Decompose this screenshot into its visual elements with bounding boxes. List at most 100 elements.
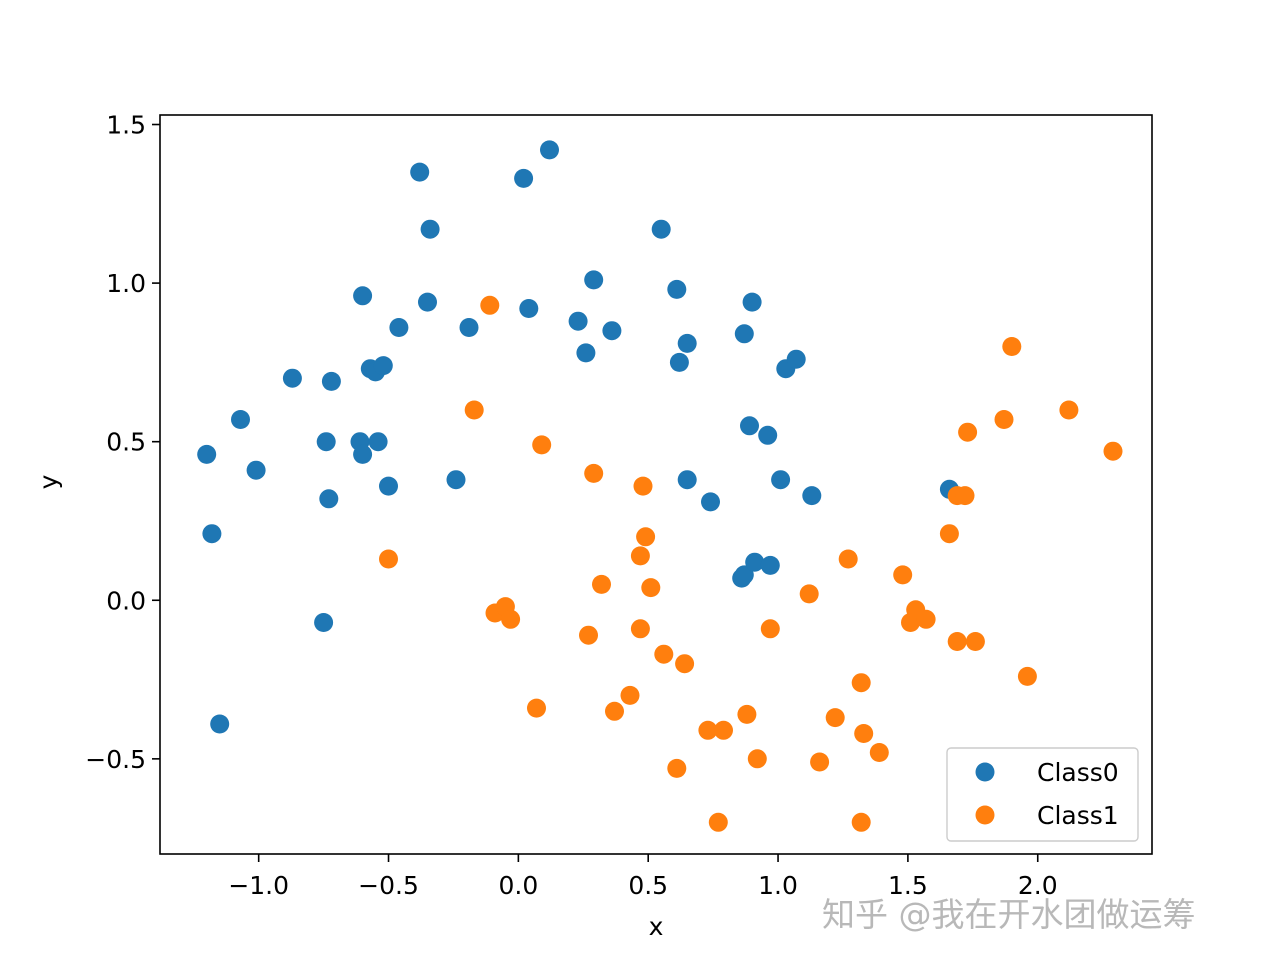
point-class0-33 [669,352,689,372]
point-class1-22 [708,812,728,832]
point-class1-23 [714,720,733,740]
point-class1-16 [636,527,656,547]
point-class0-36 [701,492,720,512]
point-class1-9 [584,463,604,483]
points-layer [197,140,1123,832]
point-class1-20 [675,654,695,674]
point-class1-32 [851,673,871,693]
y-tick-label: 0.5 [106,428,146,457]
legend-label-class0: Class0 [1037,758,1119,787]
y-tick-label: 1.0 [106,269,146,298]
point-class0-4 [246,460,266,480]
point-class1-6 [527,698,546,718]
point-class0-21 [420,219,440,239]
point-class1-29 [825,708,845,728]
point-class0-18 [389,318,409,337]
point-class1-33 [854,724,874,743]
point-class1-2 [480,295,500,315]
point-class1-19 [667,758,687,778]
point-class0-27 [568,311,588,331]
legend-marker-class1 [975,805,995,825]
point-class0-26 [540,140,559,160]
point-class0-9 [321,371,341,391]
point-class1-21 [698,720,718,740]
point-class1-5 [501,609,521,629]
legend-box [946,747,1139,842]
point-class1-10 [592,574,611,594]
ticks-layer: −1.0 −0.5 0.0 0.5 1.0 1.5 2.0 −0.5 0.0 0.5 1.0 1.5 [85,111,1057,900]
point-class1-31 [851,812,871,832]
point-class0-20 [418,292,437,312]
point-class0-41 [742,292,762,312]
point-class1-7 [532,435,552,455]
point-class0-5 [282,368,302,388]
point-class1-13 [630,619,650,639]
point-class0-32 [667,279,687,299]
point-class0-38 [734,565,754,585]
point-class1-18 [654,644,674,664]
x-tick-label: 0.5 [628,871,668,900]
point-class1-45 [994,410,1014,429]
point-class0-12 [353,286,373,306]
point-class0-7 [316,432,336,452]
point-class0-8 [319,489,339,509]
x-tick-label: 1.5 [888,871,928,900]
point-class1-35 [893,565,913,585]
point-class0-45 [771,470,791,490]
point-class1-38 [916,609,936,629]
point-class1-17 [641,578,661,598]
point-class0-6 [314,613,334,632]
point-class1-30 [838,549,858,569]
point-class0-23 [459,318,479,337]
point-class0-35 [677,470,697,490]
x-tick-label: −0.5 [358,871,419,900]
point-class1-0 [379,549,398,569]
point-class1-1 [464,400,484,420]
point-class0-17 [379,476,398,496]
point-class1-27 [799,584,819,604]
point-class0-19 [410,162,430,182]
point-class1-42 [955,486,975,506]
x-tick-label: 1.0 [758,871,798,900]
point-class0-44 [760,555,780,575]
point-class0-28 [576,343,596,363]
point-class0-31 [651,219,671,239]
point-class0-39 [734,324,754,344]
point-class1-26 [760,619,780,639]
point-class0-48 [802,486,822,506]
point-class0-11 [353,444,373,464]
legend-marker-class0 [975,762,995,782]
point-class1-47 [1017,666,1037,686]
point-class1-49 [1103,441,1123,461]
point-class1-24 [737,704,757,724]
point-class1-34 [869,743,889,762]
x-tick-label: 2.0 [1018,871,1058,900]
point-class0-42 [745,552,765,572]
y-axis-label: y [34,474,63,489]
point-class1-39 [939,524,959,544]
point-class1-25 [747,749,767,769]
point-class0-0 [197,444,217,464]
watermark-text: 知乎 @我在开水团做运筹 [822,895,1196,934]
point-class0-1 [202,524,222,544]
point-class0-25 [519,299,539,318]
point-class0-16 [373,356,393,376]
x-tick-label: −1.0 [228,871,289,900]
x-axis-label: x [649,912,664,941]
point-class0-34 [677,333,697,353]
point-class0-40 [740,416,759,436]
legend: Class0 Class1 [946,747,1139,842]
y-tick-label: −0.5 [85,745,146,774]
point-class0-47 [786,349,806,369]
point-class0-15 [368,432,388,452]
point-class0-3 [231,410,250,429]
point-class1-15 [633,476,653,496]
point-class1-41 [947,632,967,651]
point-class1-12 [620,685,640,705]
point-class1-44 [965,632,985,651]
point-class0-30 [602,321,622,341]
legend-label-class1: Class1 [1037,801,1119,830]
point-class0-2 [210,714,230,734]
point-class1-46 [1002,337,1022,356]
